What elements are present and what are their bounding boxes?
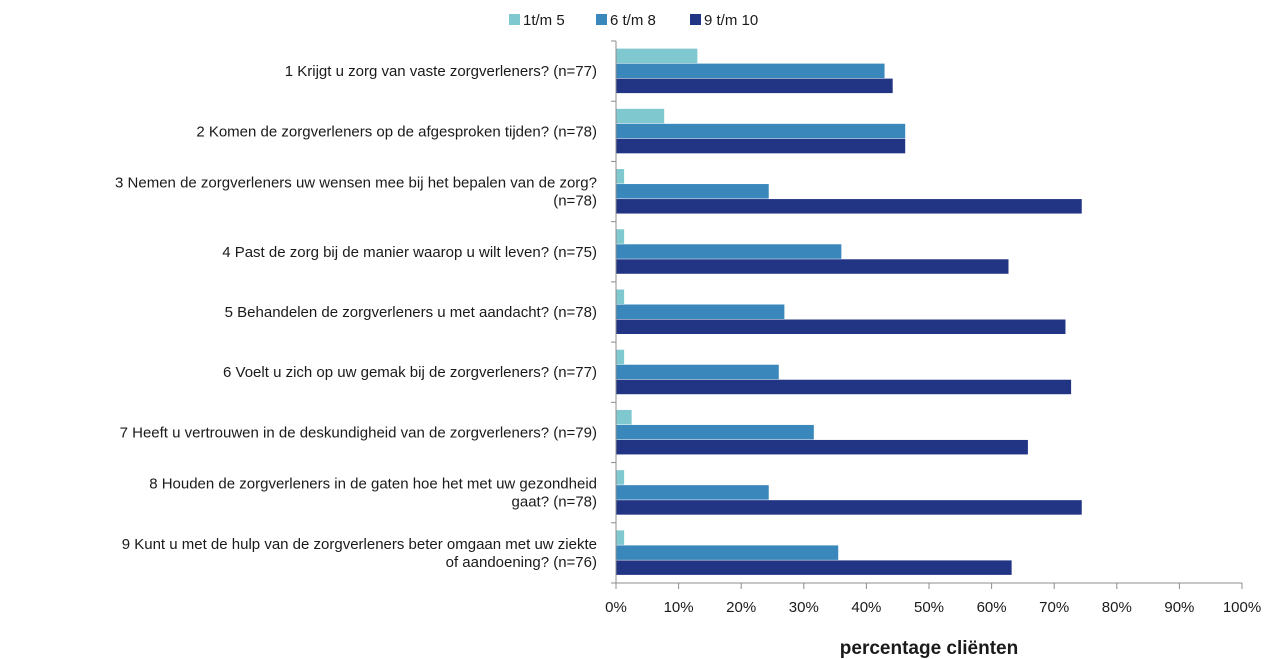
x-tick-label: 70%	[1039, 599, 1069, 616]
bar-1-q9	[616, 530, 625, 545]
x-tick-label: 0%	[605, 599, 627, 616]
bar-1-q5	[616, 289, 625, 304]
category-label-q5: 5 Behandelen de zorgverleners u met aand…	[225, 304, 597, 321]
bar-3-q2	[616, 138, 906, 154]
x-tick-label: 80%	[1102, 599, 1132, 616]
bar-3-q5	[616, 319, 1066, 334]
bar-1-q6	[616, 349, 625, 365]
bar-2-q7	[616, 424, 814, 440]
category-label-q8: 8 Houden de zorgverleners in de gaten ho…	[149, 476, 597, 511]
bar-2-q8	[616, 485, 769, 500]
category-label-q6: 6 Voelt u zich op uw gemak bij de zorgve…	[223, 364, 597, 381]
category-label-q3: 3 Nemen de zorgverleners uw wensen mee b…	[115, 175, 597, 210]
bar-3-q4	[616, 259, 1009, 274]
legend-swatch-1	[509, 14, 520, 25]
category-label-q9: 9 Kunt u met de hulp van de zorgverlener…	[122, 536, 597, 571]
bar-2-q4	[616, 244, 842, 259]
bar-1-q3	[616, 169, 625, 184]
x-tick-label: 10%	[664, 599, 694, 616]
legend-label-1: 1t/m 5	[523, 12, 565, 29]
category-label-q1: 1 Krijgt u zorg van vaste zorgverleners?…	[285, 63, 597, 80]
legend: 1t/m 5 6 t/m 8 9 t/m 10	[509, 12, 758, 29]
bar-1-q1	[616, 48, 698, 64]
bar-2-q9	[616, 545, 839, 560]
bar-2-q5	[616, 304, 785, 319]
x-tick-labels: 0% 10% 20% 30% 40% 50% 60% 70% 80% 90% 100%	[605, 599, 1261, 616]
bar-2-q2	[616, 123, 906, 139]
x-tick-label: 50%	[914, 599, 944, 616]
x-tick-label: 20%	[726, 599, 756, 616]
category-labels: 1 Krijgt u zorg van vaste zorgverleners?…	[115, 63, 597, 571]
bar-3-q6	[616, 379, 1072, 395]
legend-label-2: 6 t/m 8	[610, 12, 656, 29]
bar-1-q4	[616, 229, 625, 244]
bar-1-q8	[616, 470, 625, 485]
bar-2-q3	[616, 184, 769, 199]
category-label-q2: 2 Komen de zorgverleners op de afgesprok…	[196, 123, 597, 140]
bar-1-q7	[616, 409, 632, 425]
legend-label-3: 9 t/m 10	[704, 12, 758, 29]
bar-3-q8	[616, 500, 1082, 515]
legend-swatch-2	[596, 14, 607, 25]
category-label-q4: 4 Past de zorg bij de manier waarop u wi…	[222, 244, 597, 261]
x-tick-label: 40%	[851, 599, 881, 616]
x-tick-label: 60%	[977, 599, 1007, 616]
axes	[611, 40, 1243, 589]
bar-3-q1	[616, 78, 893, 94]
bar-3-q3	[616, 199, 1082, 214]
x-tick-label: 100%	[1223, 599, 1261, 616]
category-label-q7: 7 Heeft u vertrouwen in de deskundigheid…	[120, 424, 597, 441]
bar-3-q9	[616, 560, 1012, 575]
x-tick-label: 90%	[1164, 599, 1194, 616]
bar-1-q2	[616, 108, 665, 124]
bars	[616, 48, 1082, 575]
x-tick-label: 30%	[789, 599, 819, 616]
legend-swatch-3	[690, 14, 701, 25]
bar-2-q6	[616, 364, 779, 380]
bar-3-q7	[616, 439, 1028, 455]
bar-2-q1	[616, 63, 885, 79]
x-axis-title: percentage cliënten	[840, 638, 1018, 659]
